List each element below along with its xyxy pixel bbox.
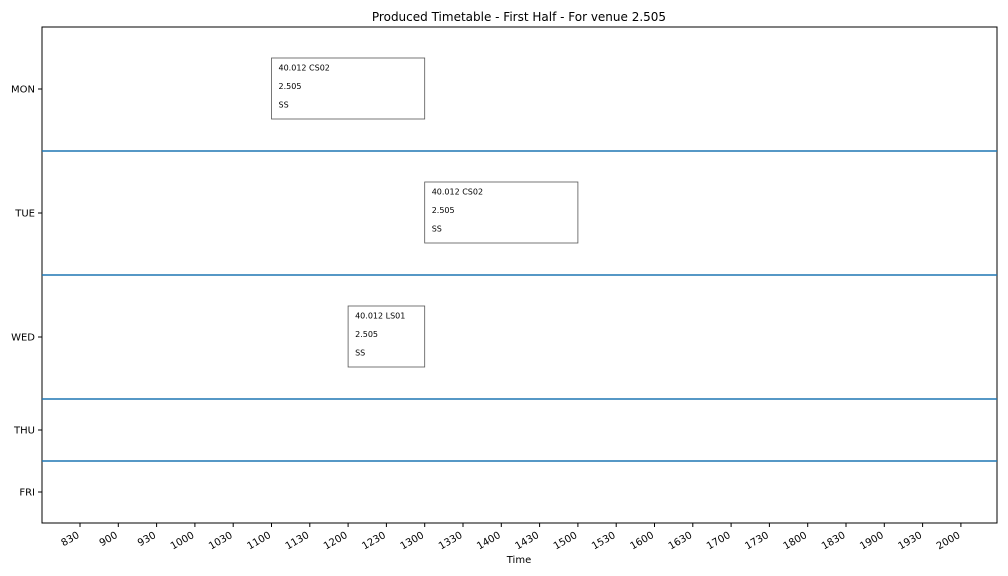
session-text: SS	[279, 101, 289, 110]
x-tick-label: 1300	[399, 530, 427, 552]
session-text: SS	[432, 225, 442, 234]
x-tick-label: 1130	[284, 530, 312, 552]
x-tick-label: 1230	[360, 530, 388, 552]
session-text: 2.505	[355, 330, 378, 339]
x-tick-label: 1830	[820, 530, 848, 552]
day-separators	[42, 150, 997, 462]
x-tick-label: 1700	[705, 530, 733, 552]
session-text: 40.012 CS02	[279, 64, 330, 73]
session-text: SS	[355, 349, 365, 358]
x-tick-label: 1600	[628, 530, 656, 552]
x-tick-label: 1400	[475, 530, 503, 552]
x-tick-label: 1800	[782, 530, 810, 552]
x-tick-label: 1330	[437, 530, 465, 552]
x-tick-label: 930	[136, 530, 158, 549]
x-axis-ticks: 830 900 930 1000 1030 1100 1130 1200 1230 1300 133…	[59, 523, 962, 552]
chart-title: Produced Timetable - First Half - For ve…	[372, 10, 666, 24]
x-tick-label: 1430	[514, 530, 542, 552]
x-tick-label: 1100	[245, 530, 273, 552]
session-box	[271, 57, 426, 120]
y-tick-label: MON	[11, 85, 35, 96]
x-axis-label: Time	[506, 555, 531, 566]
session-text: 40.012 CS02	[432, 188, 483, 197]
x-tick-label: 1030	[207, 530, 235, 552]
session-block: 40.012 CS02 2.505 SS	[271, 57, 426, 120]
x-tick-label: 1000	[169, 530, 197, 552]
session-box	[424, 181, 579, 244]
x-tick-label: 1200	[322, 530, 350, 552]
x-tick-label: 1930	[897, 530, 925, 552]
session-text: 40.012 LS01	[355, 312, 405, 321]
session-block: 40.012 LS01 2.505 SS	[347, 305, 426, 368]
session-text: 2.505	[432, 206, 455, 215]
y-tick-label: THU	[13, 426, 35, 437]
x-tick-label: 1630	[667, 530, 695, 552]
y-axis-ticks: MON TUE WED THU FRI	[11, 85, 42, 499]
x-tick-label: 2000	[935, 530, 963, 552]
y-tick-label: FRI	[19, 488, 35, 499]
x-tick-label: 1530	[590, 530, 618, 552]
session-block: 40.012 CS02 2.505 SS	[424, 181, 579, 244]
session-text: 2.505	[279, 82, 302, 91]
x-tick-label: 1500	[552, 530, 580, 552]
x-tick-label: 830	[59, 530, 81, 549]
x-tick-label: 1730	[743, 530, 771, 552]
session-box	[347, 305, 426, 368]
y-tick-label: WED	[11, 333, 35, 344]
x-tick-label: 900	[98, 530, 120, 549]
y-tick-label: TUE	[14, 209, 35, 220]
x-tick-label: 1900	[858, 530, 886, 552]
